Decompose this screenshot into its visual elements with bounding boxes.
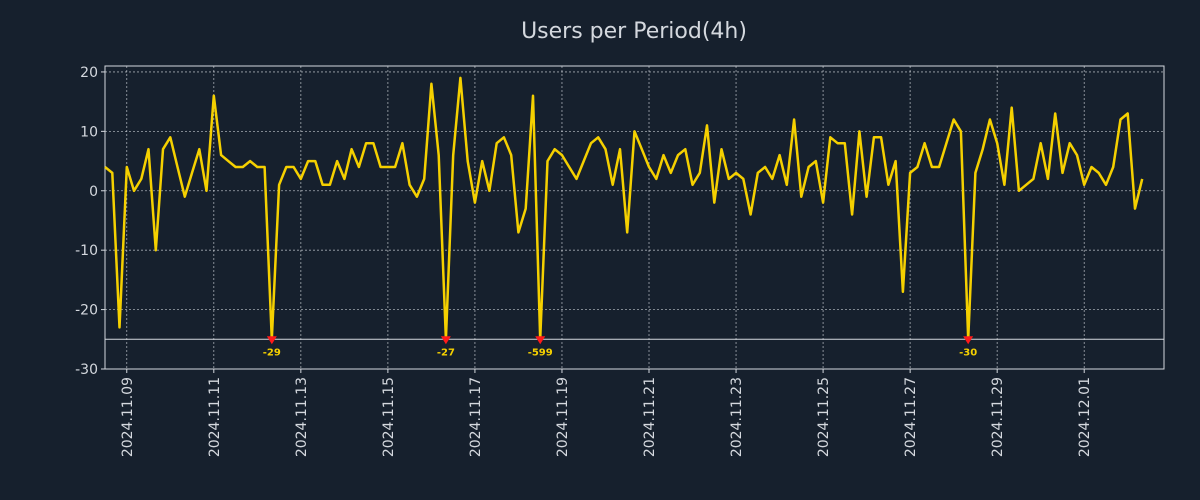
clipped-value-marker bbox=[440, 336, 451, 345]
chart-title: Users per Period(4h) bbox=[521, 19, 747, 44]
plot-frame bbox=[104, 65, 1165, 370]
x-tick-label: 2024.12.01 bbox=[1077, 377, 1093, 457]
x-tick-label: 2024.11.19 bbox=[555, 377, 571, 457]
series-line-users bbox=[104, 76, 1144, 341]
y-tick-label: 10 bbox=[80, 124, 98, 140]
x-tick-label: 2024.11.13 bbox=[294, 377, 310, 457]
y-tick-label: 20 bbox=[80, 65, 98, 81]
x-tick-label: 2024.11.21 bbox=[642, 377, 658, 457]
y-tick-label: -10 bbox=[75, 243, 98, 259]
x-axis: 2024.11.09 2024.11.11 2024.11.13 2024.11.15… bbox=[120, 369, 1093, 457]
x-tick-label: 2024.11.17 bbox=[468, 377, 484, 457]
x-tick-label: 2024.11.27 bbox=[903, 377, 919, 457]
x-tick-label: 2024.11.23 bbox=[729, 377, 745, 457]
y-tick-label: 0 bbox=[89, 184, 98, 200]
clipped-value-marker bbox=[266, 336, 277, 345]
clipped-value-marker bbox=[963, 336, 974, 345]
x-tick-label: 2024.11.25 bbox=[816, 377, 832, 457]
y-tick-label: -20 bbox=[75, 303, 98, 319]
x-tick-label: 2024.11.29 bbox=[990, 377, 1006, 457]
x-tick-label: 2024.11.11 bbox=[207, 377, 223, 457]
clipped-markers: -29 -27 -599 -30 bbox=[263, 336, 977, 358]
series-layer bbox=[104, 76, 1144, 341]
clipped-value-label: -30 bbox=[959, 347, 977, 358]
clipped-value-label: -27 bbox=[437, 347, 455, 358]
y-tick-label: -30 bbox=[75, 362, 98, 378]
clipped-value-marker bbox=[535, 336, 546, 345]
y-axis: 20 10 0 -10 -20 -30 bbox=[75, 65, 105, 378]
x-tick-label: 2024.11.09 bbox=[120, 377, 136, 457]
clipped-value-label: -599 bbox=[528, 347, 553, 358]
clipped-value-label: -29 bbox=[263, 347, 281, 358]
x-tick-label: 2024.11.15 bbox=[381, 377, 397, 457]
